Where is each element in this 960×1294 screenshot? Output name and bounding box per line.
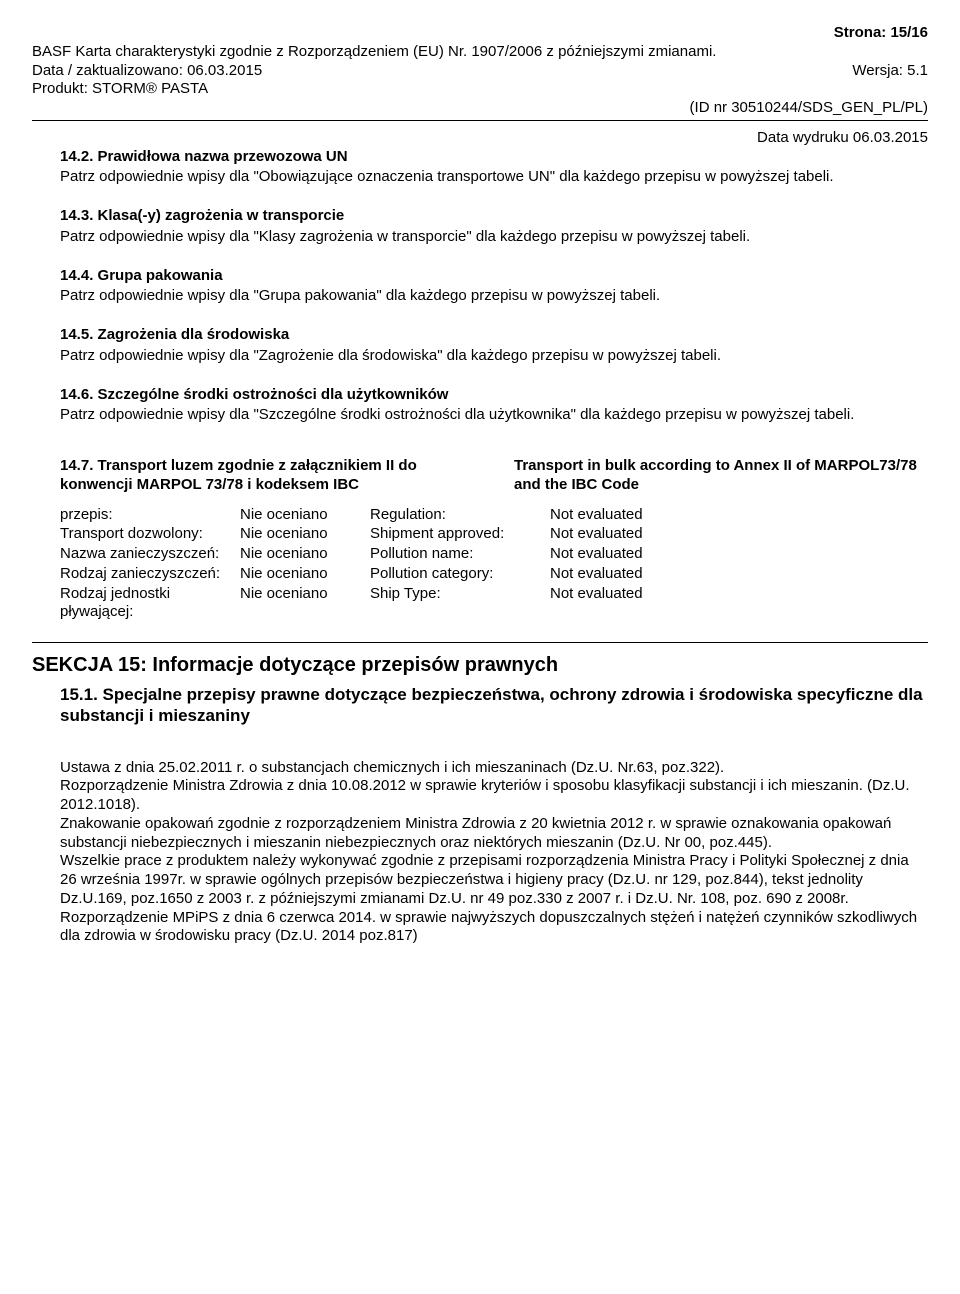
row-value-en: Not evaluated <box>550 525 928 544</box>
section-15-p3: Znakowanie opakowań zgodnie z rozporządz… <box>60 815 928 853</box>
row-value-pl: Nie oceniano <box>240 506 370 525</box>
section-15-1-title: 15.1. Specjalne przepisy prawne dotycząc… <box>60 684 928 727</box>
table-row: Transport dozwolony:Nie ocenianoShipment… <box>60 525 928 544</box>
row-value-en: Not evaluated <box>550 506 928 525</box>
section-14-6-body: Patrz odpowiednie wpisy dla "Szczególne … <box>60 406 928 425</box>
section-15-p2: Rozporządzenie Ministra Zdrowia z dnia 1… <box>60 777 928 815</box>
section-15-title: SEKCJA 15: Informacje dotyczące przepisó… <box>32 653 928 678</box>
section-14-5-body: Patrz odpowiednie wpisy dla "Zagrożenie … <box>60 347 928 366</box>
section-14-6-title: 14.6. Szczególne środki ostrożności dla … <box>60 386 928 405</box>
header-date: Data / zaktualizowano: 06.03.2015 <box>32 62 262 81</box>
section-14-4-body: Patrz odpowiednie wpisy dla "Grupa pakow… <box>60 287 928 306</box>
header-version: Wersja: 5.1 <box>852 62 928 81</box>
section-14-7-title-right: Transport in bulk according to Annex II … <box>514 457 928 495</box>
row-value-pl: Nie oceniano <box>240 525 370 544</box>
section-15-p4: Wszelkie prace z produktem należy wykony… <box>60 852 928 908</box>
row-value-pl: Nie oceniano <box>240 585 370 623</box>
header-id: (ID nr 30510244/SDS_GEN_PL/PL) <box>32 99 928 118</box>
section-14-7-title-left: 14.7. Transport luzem zgodnie z załączni… <box>60 457 514 495</box>
section-14-2-body: Patrz odpowiednie wpisy dla "Obowiązując… <box>60 168 928 187</box>
row-label-en: Pollution category: <box>370 565 550 584</box>
section-14-2-title: 14.2. Prawidłowa nazwa przewozowa UN <box>60 148 928 167</box>
transport-table: przepis:Nie ocenianoRegulation:Not evalu… <box>60 506 928 623</box>
row-label-en: Regulation: <box>370 506 550 525</box>
row-label-pl: Transport dozwolony: <box>60 525 240 544</box>
header-print-date: Data wydruku 06.03.2015 <box>32 129 928 148</box>
header-product: Produkt: STORM® PASTA <box>32 80 928 99</box>
row-value-en: Not evaluated <box>550 545 928 564</box>
row-value-en: Not evaluated <box>550 585 928 623</box>
row-label-en: Ship Type: <box>370 585 550 623</box>
table-row: Rodzaj zanieczyszczeń:Nie ocenianoPollut… <box>60 565 928 584</box>
section-15-p1: Ustawa z dnia 25.02.2011 r. o substancja… <box>60 759 928 778</box>
header-regulation-line: BASF Karta charakterystyki zgodnie z Roz… <box>32 43 928 62</box>
row-label-pl: Nazwa zanieczyszczeń: <box>60 545 240 564</box>
row-label-pl: przepis: <box>60 506 240 525</box>
row-value-en: Not evaluated <box>550 565 928 584</box>
row-value-pl: Nie oceniano <box>240 565 370 584</box>
page-number: Strona: 15/16 <box>32 24 928 43</box>
row-label-pl: Rodzaj jednostki pływającej: <box>60 585 240 623</box>
section-14-3-title: 14.3. Klasa(-y) zagrożenia w transporcie <box>60 207 928 226</box>
table-row: przepis:Nie ocenianoRegulation:Not evalu… <box>60 506 928 525</box>
section-14-5-title: 14.5. Zagrożenia dla środowiska <box>60 326 928 345</box>
section-15-p5: Rozporządzenie MPiPS z dnia 6 czerwca 20… <box>60 909 928 947</box>
row-value-pl: Nie oceniano <box>240 545 370 564</box>
section-14-3-body: Patrz odpowiednie wpisy dla "Klasy zagro… <box>60 228 928 247</box>
table-row: Rodzaj jednostki pływającej:Nie oceniano… <box>60 585 928 623</box>
section-14-4-title: 14.4. Grupa pakowania <box>60 267 928 286</box>
row-label-en: Shipment approved: <box>370 525 550 544</box>
table-row: Nazwa zanieczyszczeń:Nie ocenianoPolluti… <box>60 545 928 564</box>
row-label-en: Pollution name: <box>370 545 550 564</box>
row-label-pl: Rodzaj zanieczyszczeń: <box>60 565 240 584</box>
